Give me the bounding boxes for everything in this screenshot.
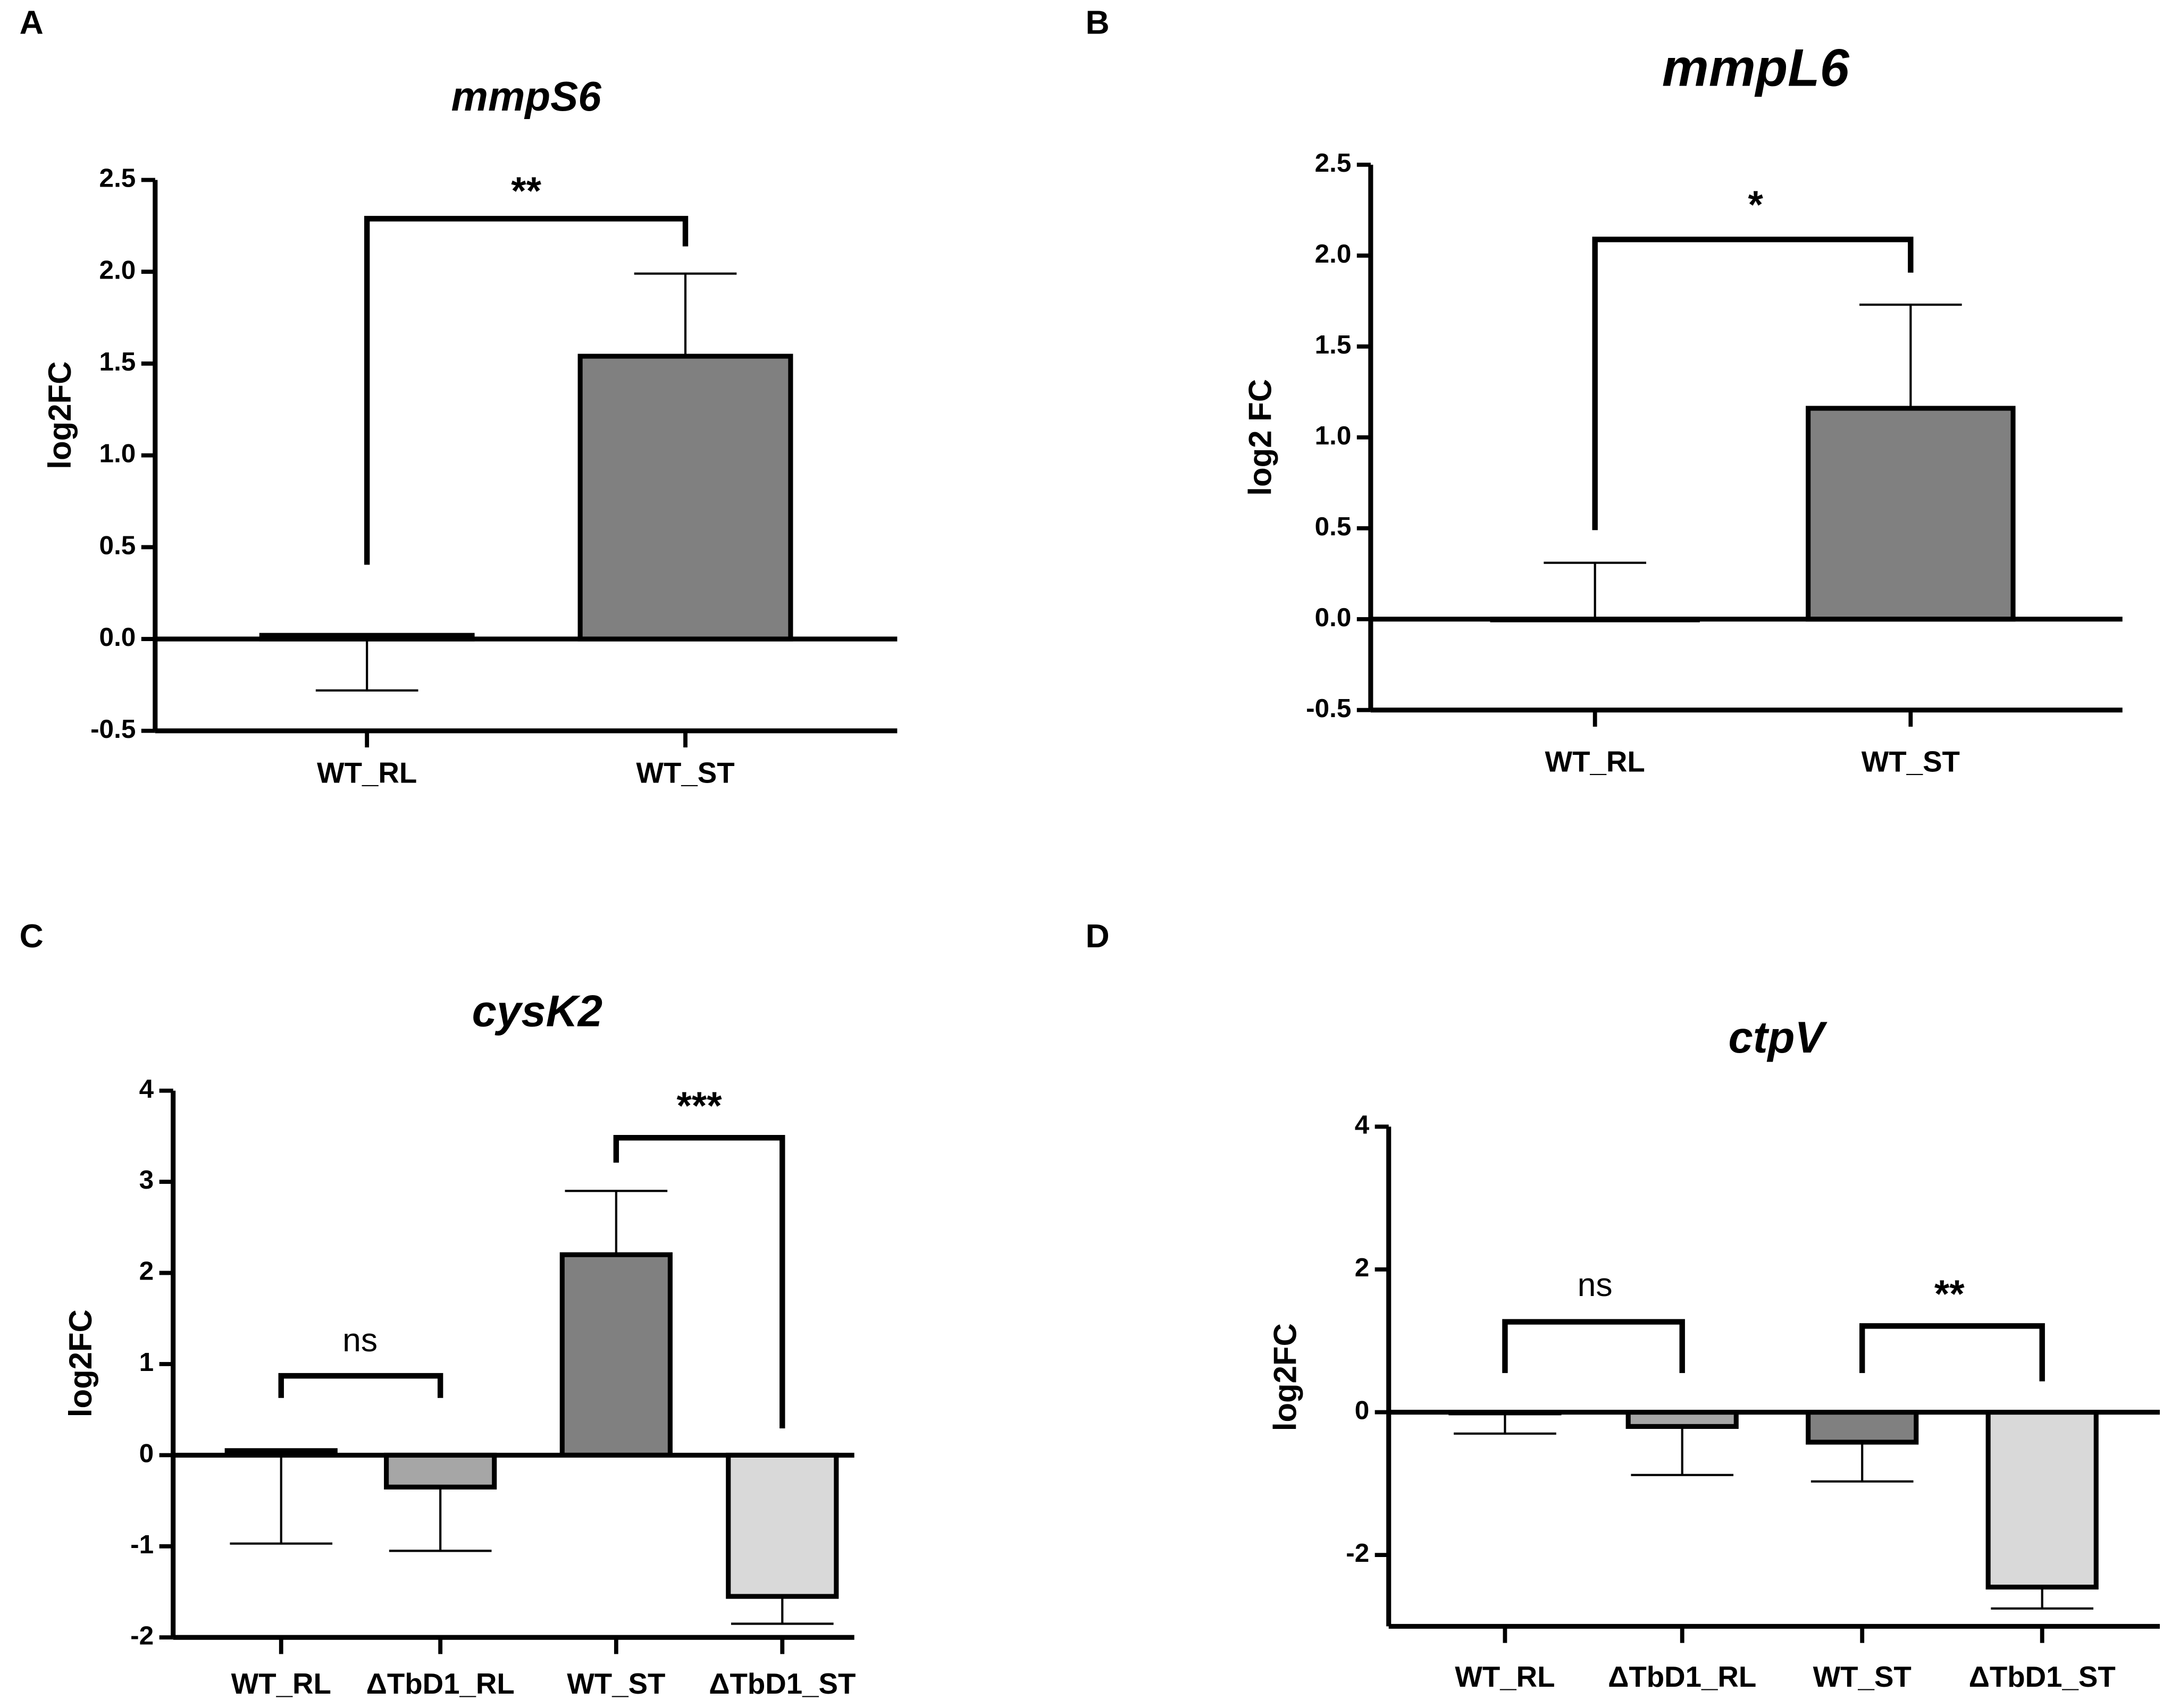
panel-label: A — [20, 4, 44, 41]
y-tick-label: 3 — [139, 1165, 154, 1194]
y-tick-label: 2 — [139, 1257, 154, 1286]
y-axis-label: log2 FC — [1243, 379, 1278, 496]
panel-label: D — [1086, 918, 1110, 955]
bar — [1985, 1409, 2099, 1590]
bar — [577, 354, 793, 642]
y-axis-label: log2FC — [1267, 1323, 1303, 1431]
chart-title: mmpL6 — [1662, 38, 1850, 97]
panel-label: B — [1086, 4, 1110, 41]
x-tick-label: WT_ST — [1813, 1661, 1912, 1693]
x-tick-label: ΔTbD1_RL — [1608, 1661, 1756, 1693]
y-tick-label: 2 — [1355, 1253, 1370, 1282]
significance-bracket — [1859, 1323, 2045, 1382]
bar — [1806, 406, 2016, 622]
y-tick-label: 0 — [139, 1438, 154, 1468]
y-tick-label: 1.0 — [1315, 421, 1352, 450]
y-axis-label: log2FC — [42, 361, 78, 469]
y-tick-label: 2.5 — [1315, 148, 1352, 178]
y-tick-label: 4 — [139, 1074, 154, 1104]
significance-label: *** — [677, 1084, 723, 1128]
y-tick-label: 1 — [139, 1348, 154, 1377]
significance-label: ns — [342, 1322, 378, 1359]
chart-title: ctpV — [1729, 1013, 1828, 1062]
y-tick-label: 0.0 — [1315, 603, 1352, 632]
y-tick-label: 4 — [1355, 1110, 1370, 1139]
y-tick-label: -1 — [130, 1530, 154, 1559]
y-tick-label: -0.5 — [90, 714, 136, 744]
chart-title: cysK2 — [472, 987, 602, 1036]
significance-bracket — [1502, 1319, 1685, 1373]
x-tick-label: ΔTbD1_ST — [709, 1668, 856, 1700]
y-tick-label: 0.5 — [99, 531, 136, 560]
significance-bracket — [1592, 237, 1914, 531]
significance-bracket — [613, 1135, 785, 1429]
significance-label: * — [1748, 183, 1764, 226]
significance-label: ns — [1578, 1266, 1613, 1303]
y-axis-label: log2FC — [63, 1309, 98, 1417]
y-tick-label: 0.5 — [1315, 512, 1352, 541]
bar — [1806, 1409, 1919, 1445]
bar — [559, 1252, 673, 1458]
y-tick-label: 2.0 — [1315, 239, 1352, 268]
x-tick-label: WT_ST — [567, 1668, 665, 1700]
chart-title: mmpS6 — [451, 73, 602, 120]
x-tick-label: WT_RL — [1455, 1661, 1555, 1693]
y-tick-label: 1.5 — [1315, 330, 1352, 359]
x-tick-label: ΔTbD1_RL — [366, 1668, 515, 1700]
panel-label: C — [20, 918, 44, 955]
significance-label: ** — [1934, 1273, 1965, 1316]
bar — [384, 1452, 497, 1490]
x-tick-label: ΔTbD1_ST — [1969, 1661, 2116, 1693]
y-tick-label: 2.0 — [99, 255, 136, 284]
significance-bracket — [278, 1373, 443, 1398]
x-tick-label: WT_ST — [1862, 746, 1960, 778]
y-tick-label: 0 — [1355, 1396, 1370, 1425]
x-tick-label: WT_RL — [1545, 746, 1645, 778]
y-tick-label: -2 — [1346, 1538, 1369, 1568]
x-tick-label: WT_RL — [317, 757, 417, 789]
x-tick-label: WT_ST — [636, 757, 734, 789]
significance-label: ** — [511, 170, 541, 213]
bar — [726, 1452, 839, 1599]
y-tick-label: 2.5 — [99, 164, 136, 193]
y-tick-label: 1.5 — [99, 347, 136, 376]
y-tick-label: 1.0 — [99, 439, 136, 468]
significance-bracket — [364, 216, 689, 565]
y-tick-label: -0.5 — [1306, 694, 1351, 723]
x-tick-label: WT_RL — [231, 1668, 331, 1700]
y-tick-label: -2 — [130, 1621, 154, 1650]
y-tick-label: 0.0 — [99, 622, 136, 652]
